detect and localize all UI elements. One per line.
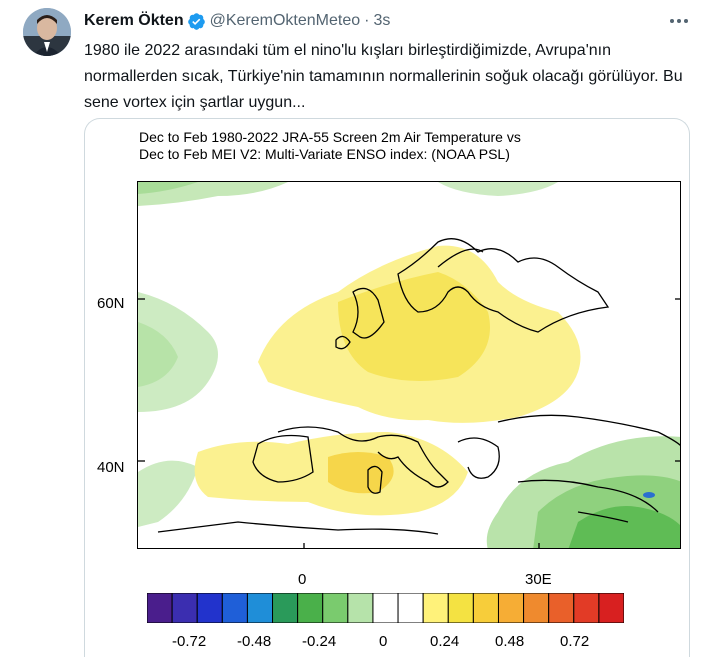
- avatar-image: [23, 8, 71, 56]
- figure-title-line-1: Dec to Feb 1980-2022 JRA-55 Screen 2m Ai…: [139, 129, 521, 145]
- tweet-header: Kerem Ökten @KeremOktenMeteo · 3s: [84, 10, 390, 32]
- colorbar-swatch: [297, 592, 324, 624]
- lat-label-60n: 60N: [97, 295, 125, 312]
- figure-title: Dec to Feb 1980-2022 JRA-55 Screen 2m Ai…: [139, 129, 521, 163]
- colorbar-swatch: [573, 592, 600, 624]
- colorbar-swatch: [322, 592, 349, 624]
- tweet-timestamp[interactable]: 3s: [373, 12, 391, 29]
- lat-label-40n: 40N: [97, 459, 125, 476]
- tweet-text: 1980 ile 2022 arasındaki tüm el nino'lu …: [84, 42, 683, 111]
- colorbar-swatch: [598, 592, 625, 624]
- colorbar-swatch: [422, 592, 449, 624]
- colorbar-swatch: [497, 592, 525, 624]
- author-name[interactable]: Kerem Ökten: [84, 12, 184, 29]
- tweet-media-image[interactable]: Dec to Feb 1980-2022 JRA-55 Screen 2m Ai…: [84, 118, 690, 657]
- colorbar-swatch: [347, 592, 374, 624]
- colorbar-swatch: [548, 592, 575, 624]
- colorbar-swatch: [397, 592, 424, 624]
- anomaly-map-graphic: [138, 182, 680, 548]
- colorbar-swatch: [146, 592, 173, 624]
- colorbar-label: 0.72: [560, 633, 590, 650]
- colorbar-swatch: [196, 592, 223, 624]
- figure-title-line-2: Dec to Feb MEI V2: Multi-Variate ENSO in…: [139, 146, 510, 162]
- colorbar-label: 0: [379, 633, 388, 650]
- colorbar-label: 0.48: [495, 633, 525, 650]
- author-handle[interactable]: @KeremOktenMeteo: [209, 12, 361, 29]
- colorbar-swatch: [372, 592, 399, 624]
- verified-badge-icon: [187, 12, 206, 31]
- colorbar: [146, 592, 625, 624]
- anomaly-map: [137, 181, 681, 549]
- lon-label-0: 0: [298, 571, 307, 588]
- colorbar-swatch: [523, 592, 550, 624]
- more-options-icon[interactable]: [666, 10, 692, 32]
- colorbar-graphic: [146, 592, 625, 624]
- lon-label-30e: 30E: [525, 571, 552, 588]
- colorbar-label: -0.48: [237, 633, 272, 650]
- colorbar-swatch: [246, 592, 274, 624]
- colorbar-swatch: [221, 592, 248, 624]
- colorbar-swatch: [472, 592, 499, 624]
- avatar[interactable]: [23, 8, 71, 56]
- separator-dot: ·: [364, 12, 370, 29]
- colorbar-swatch: [171, 592, 198, 624]
- colorbar-swatch: [272, 592, 299, 624]
- colorbar-label: -0.72: [172, 633, 207, 650]
- colorbar-label: -0.24: [302, 633, 337, 650]
- colorbar-label: 0.24: [430, 633, 460, 650]
- colorbar-swatch: [447, 592, 474, 624]
